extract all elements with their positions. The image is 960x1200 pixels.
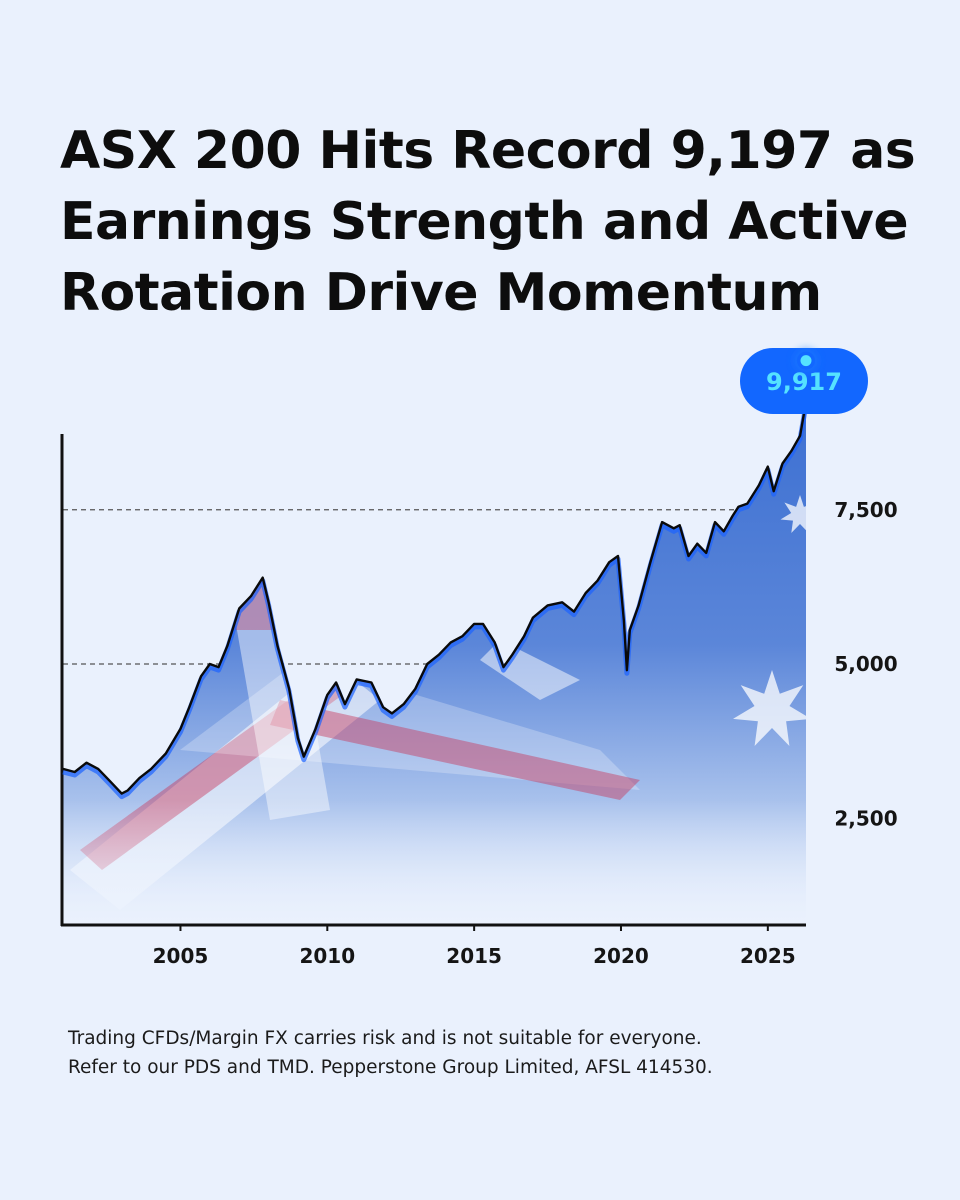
marker-dot bbox=[800, 355, 812, 367]
x-tick-labels: 2005 2010 2015 2020 2025 bbox=[153, 925, 796, 968]
last-value-badge: 9,917 bbox=[740, 348, 868, 414]
flag-star-small bbox=[780, 495, 806, 533]
area-bottom-fade bbox=[63, 800, 806, 926]
disclaimer-line-2: Refer to our PDS and TMD. Pepperstone Gr… bbox=[68, 1057, 713, 1078]
flag-red-cross bbox=[140, 570, 300, 630]
y-tick-label: 7,500 bbox=[834, 498, 897, 522]
x-tick-label: 2010 bbox=[299, 944, 355, 968]
headline-line-2: Earnings Strength and Active bbox=[60, 192, 909, 252]
x-tick-label: 2015 bbox=[446, 944, 502, 968]
risk-disclaimer: Trading CFDs/Margin FX carries risk and … bbox=[68, 1024, 908, 1082]
x-tick-label: 2025 bbox=[740, 944, 796, 968]
x-tick-label: 2005 bbox=[153, 944, 209, 968]
price-line-shadow bbox=[62, 404, 809, 800]
badge-value: 9,917 bbox=[766, 368, 842, 396]
last-point-marker bbox=[794, 348, 818, 373]
disclaimer-line-1: Trading CFDs/Margin FX carries risk and … bbox=[68, 1028, 702, 1049]
area-fill bbox=[63, 410, 806, 926]
y-tick-label: 5,000 bbox=[834, 652, 897, 676]
y-tick-label: 2,500 bbox=[834, 806, 897, 830]
headline-line-3: Rotation Drive Momentum bbox=[60, 263, 822, 323]
price-line bbox=[62, 401, 808, 795]
asx200-chart: 7,500 5,000 2,500 2005 2010 2015 2020 2025 9,9… bbox=[60, 348, 898, 968]
price-line-layer bbox=[62, 401, 809, 800]
flag-red-band bbox=[270, 700, 640, 800]
y-tick-labels: 7,500 5,000 2,500 bbox=[834, 498, 897, 831]
flag-star-large bbox=[733, 670, 806, 746]
axes bbox=[60, 434, 806, 927]
flag-background bbox=[63, 410, 806, 926]
x-tick-label: 2020 bbox=[593, 944, 649, 968]
headline: ASX 200 Hits Record 9,197 as Earnings St… bbox=[60, 116, 920, 329]
headline-line-1: ASX 200 Hits Record 9,197 as bbox=[60, 121, 916, 181]
badge-pill bbox=[740, 348, 868, 414]
